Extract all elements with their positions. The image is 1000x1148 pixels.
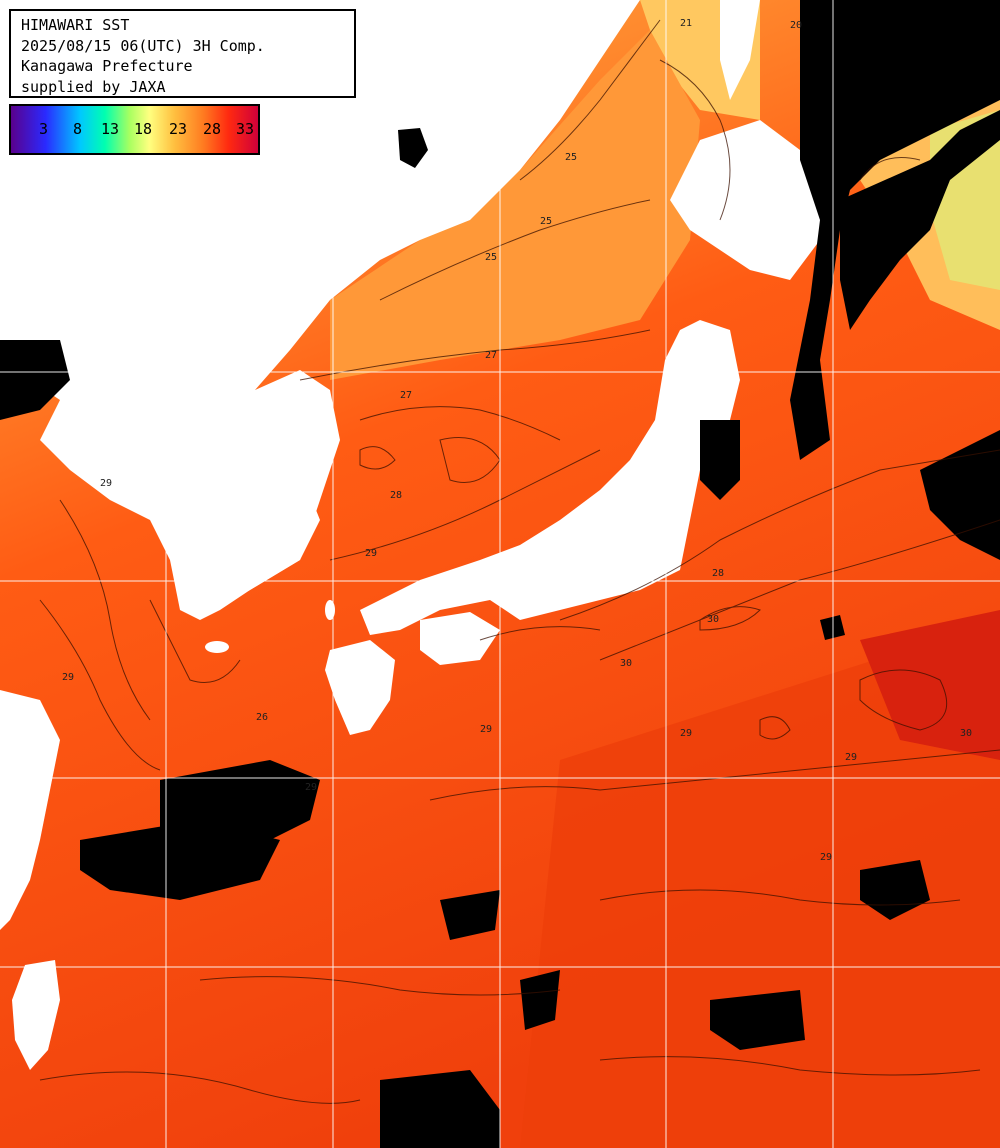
hot-water-south <box>520 620 1000 1148</box>
cloud-west-mainland <box>0 340 70 420</box>
land-sakhalin <box>720 0 760 100</box>
legend-tick: 8 <box>73 120 83 138</box>
land-jeju <box>205 641 229 653</box>
contour-label: 25 <box>565 152 577 163</box>
composite-time: 2025/08/15 06(UTC) 3H Comp. <box>21 36 265 55</box>
land-shikoku <box>420 612 500 665</box>
legend-tick: 28 <box>203 120 222 138</box>
contour-label: 30 <box>960 728 972 739</box>
land-honshu <box>360 320 740 635</box>
contour-lines <box>39 19 1000 1104</box>
legend-tick: 13 <box>101 120 120 138</box>
contour-label: 29 <box>365 548 377 559</box>
cloud-northeast <box>790 0 1000 460</box>
cloud-east-block <box>840 110 1000 330</box>
cloud-south-1 <box>520 970 560 1030</box>
contour-label: 27 <box>485 350 497 361</box>
contour-label: 28 <box>390 490 402 501</box>
cloud-south-3 <box>380 1070 500 1148</box>
contour-label: 25 <box>485 252 497 263</box>
mild-water-sea-of-japan <box>330 30 700 380</box>
contour-label: 30 <box>620 658 632 669</box>
land-hokkaido <box>670 120 840 280</box>
contour-label: 27 <box>400 390 412 401</box>
contour-label: 29 <box>480 724 492 735</box>
cloud-east-china-sea-3 <box>440 890 500 940</box>
contour-label: 30 <box>707 614 719 625</box>
contour-label: 29 <box>845 752 857 763</box>
cloud-honshu-east <box>700 420 740 500</box>
land-mainland-asia <box>0 0 640 620</box>
temperature-color-legend: 3 8 13 18 23 28 33 <box>9 104 260 155</box>
region-name: Kanagawa Prefecture <box>21 57 193 75</box>
data-credit: supplied by JAXA <box>21 77 166 96</box>
contour-label: 29 <box>62 672 74 683</box>
contour-label: 26 <box>256 712 268 723</box>
legend-tick: 3 <box>39 120 49 138</box>
legend-tick: 33 <box>236 120 255 138</box>
cloud-south-2 <box>710 990 805 1050</box>
contour-label: 25 <box>540 216 552 227</box>
contour-label: 20 <box>790 20 802 31</box>
contour-label: 21 <box>680 18 692 29</box>
product-title: HIMAWARI SST <box>21 16 130 34</box>
legend-tick: 23 <box>169 120 188 138</box>
contour-label: 29 <box>100 478 112 489</box>
map-info-box: HIMAWARI SST 2025/08/15 06(UTC) 3H Comp.… <box>9 9 356 98</box>
land-taiwan <box>12 960 60 1070</box>
contour-value-labels: 21 20 25 25 25 27 27 28 29 29 29 29 29 3… <box>62 18 972 863</box>
cloud-sea-of-japan-island <box>398 128 428 168</box>
land-korea-peninsula <box>215 370 340 600</box>
cloud-east-china-sea-2 <box>80 820 280 900</box>
land-china-coast <box>0 690 60 930</box>
contour-label: 29 <box>820 852 832 863</box>
land-masses <box>0 0 840 1070</box>
cloud-east-right <box>920 430 1000 560</box>
contour-label: 29 <box>305 782 317 793</box>
contour-label: 28 <box>712 568 724 579</box>
legend-tick: 18 <box>134 120 153 138</box>
contour-label: 29 <box>680 728 692 739</box>
land-kyushu <box>325 640 395 735</box>
